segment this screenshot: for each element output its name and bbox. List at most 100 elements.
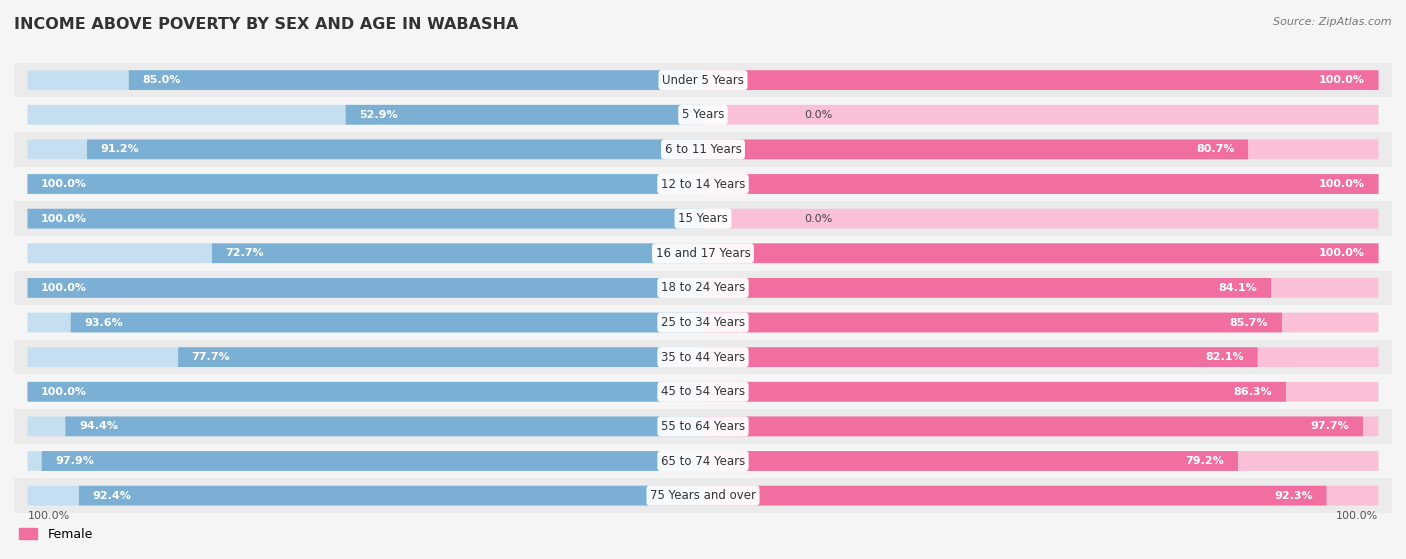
Text: 91.2%: 91.2% [100, 144, 139, 154]
Bar [14, 479, 1392, 513]
FancyBboxPatch shape [28, 209, 703, 229]
Text: 15 Years: 15 Years [678, 212, 728, 225]
Bar [14, 271, 1392, 305]
FancyBboxPatch shape [28, 209, 703, 229]
FancyBboxPatch shape [703, 140, 1378, 159]
FancyBboxPatch shape [28, 382, 703, 401]
Text: 86.3%: 86.3% [1233, 387, 1272, 397]
Text: 97.9%: 97.9% [55, 456, 94, 466]
FancyBboxPatch shape [703, 70, 1378, 90]
Text: 79.2%: 79.2% [1185, 456, 1225, 466]
FancyBboxPatch shape [703, 140, 1249, 159]
FancyBboxPatch shape [79, 486, 703, 505]
Bar [14, 97, 1392, 132]
Text: 52.9%: 52.9% [359, 110, 398, 120]
FancyBboxPatch shape [703, 382, 1286, 401]
Text: 75 Years and over: 75 Years and over [650, 489, 756, 502]
FancyBboxPatch shape [703, 416, 1378, 436]
Bar [14, 201, 1392, 236]
Text: 100.0%: 100.0% [1336, 511, 1378, 521]
FancyBboxPatch shape [703, 312, 1378, 333]
Text: 55 to 64 Years: 55 to 64 Years [661, 420, 745, 433]
Bar [14, 409, 1392, 444]
FancyBboxPatch shape [28, 174, 703, 194]
Text: 85.7%: 85.7% [1230, 318, 1268, 328]
Text: 72.7%: 72.7% [225, 248, 264, 258]
Text: 93.6%: 93.6% [84, 318, 124, 328]
FancyBboxPatch shape [703, 486, 1326, 505]
Text: 45 to 54 Years: 45 to 54 Years [661, 385, 745, 398]
Legend: Male, Female: Male, Female [0, 523, 98, 546]
Text: 77.7%: 77.7% [191, 352, 231, 362]
FancyBboxPatch shape [703, 347, 1378, 367]
Text: 25 to 34 Years: 25 to 34 Years [661, 316, 745, 329]
FancyBboxPatch shape [42, 451, 703, 471]
Text: 85.0%: 85.0% [142, 75, 181, 85]
Bar [14, 167, 1392, 201]
Text: Source: ZipAtlas.com: Source: ZipAtlas.com [1274, 17, 1392, 27]
Bar [14, 444, 1392, 479]
Bar [14, 340, 1392, 375]
FancyBboxPatch shape [129, 70, 703, 90]
FancyBboxPatch shape [65, 416, 703, 436]
Text: 100.0%: 100.0% [28, 511, 70, 521]
FancyBboxPatch shape [28, 243, 703, 263]
Text: 18 to 24 Years: 18 to 24 Years [661, 281, 745, 295]
Text: INCOME ABOVE POVERTY BY SEX AND AGE IN WABASHA: INCOME ABOVE POVERTY BY SEX AND AGE IN W… [14, 17, 519, 32]
Text: 100.0%: 100.0% [41, 179, 87, 189]
FancyBboxPatch shape [703, 278, 1271, 298]
Text: 0.0%: 0.0% [804, 214, 832, 224]
FancyBboxPatch shape [28, 70, 703, 90]
Text: 100.0%: 100.0% [41, 283, 87, 293]
Text: 100.0%: 100.0% [1319, 75, 1365, 85]
Bar [14, 236, 1392, 271]
FancyBboxPatch shape [703, 174, 1378, 194]
Text: 92.4%: 92.4% [93, 491, 131, 501]
FancyBboxPatch shape [87, 140, 703, 159]
FancyBboxPatch shape [28, 347, 703, 367]
FancyBboxPatch shape [28, 278, 703, 298]
FancyBboxPatch shape [28, 105, 703, 125]
FancyBboxPatch shape [703, 416, 1362, 436]
Bar [14, 132, 1392, 167]
FancyBboxPatch shape [28, 174, 703, 194]
FancyBboxPatch shape [703, 70, 1378, 90]
Text: 84.1%: 84.1% [1219, 283, 1257, 293]
FancyBboxPatch shape [703, 486, 1378, 505]
FancyBboxPatch shape [703, 451, 1237, 471]
FancyBboxPatch shape [70, 312, 703, 333]
FancyBboxPatch shape [28, 416, 703, 436]
FancyBboxPatch shape [179, 347, 703, 367]
Text: 5 Years: 5 Years [682, 108, 724, 121]
FancyBboxPatch shape [703, 278, 1378, 298]
FancyBboxPatch shape [28, 382, 703, 401]
Text: 0.0%: 0.0% [804, 110, 832, 120]
Text: Under 5 Years: Under 5 Years [662, 74, 744, 87]
Text: 35 to 44 Years: 35 to 44 Years [661, 350, 745, 364]
FancyBboxPatch shape [28, 312, 703, 333]
Bar [14, 375, 1392, 409]
Text: 80.7%: 80.7% [1197, 144, 1234, 154]
Text: 82.1%: 82.1% [1205, 352, 1244, 362]
Bar [14, 63, 1392, 97]
FancyBboxPatch shape [28, 451, 703, 471]
Text: 100.0%: 100.0% [1319, 179, 1365, 189]
FancyBboxPatch shape [703, 243, 1378, 263]
FancyBboxPatch shape [212, 243, 703, 263]
Text: 100.0%: 100.0% [41, 387, 87, 397]
Text: 94.4%: 94.4% [79, 421, 118, 432]
FancyBboxPatch shape [28, 486, 703, 505]
Text: 12 to 14 Years: 12 to 14 Years [661, 178, 745, 191]
FancyBboxPatch shape [346, 105, 703, 125]
Text: 92.3%: 92.3% [1274, 491, 1313, 501]
Text: 16 and 17 Years: 16 and 17 Years [655, 247, 751, 260]
FancyBboxPatch shape [28, 278, 703, 298]
FancyBboxPatch shape [703, 382, 1378, 401]
Text: 65 to 74 Years: 65 to 74 Years [661, 454, 745, 467]
FancyBboxPatch shape [703, 174, 1378, 194]
FancyBboxPatch shape [703, 312, 1282, 333]
FancyBboxPatch shape [703, 105, 1378, 125]
FancyBboxPatch shape [703, 209, 1378, 229]
FancyBboxPatch shape [703, 243, 1378, 263]
Bar [14, 305, 1392, 340]
